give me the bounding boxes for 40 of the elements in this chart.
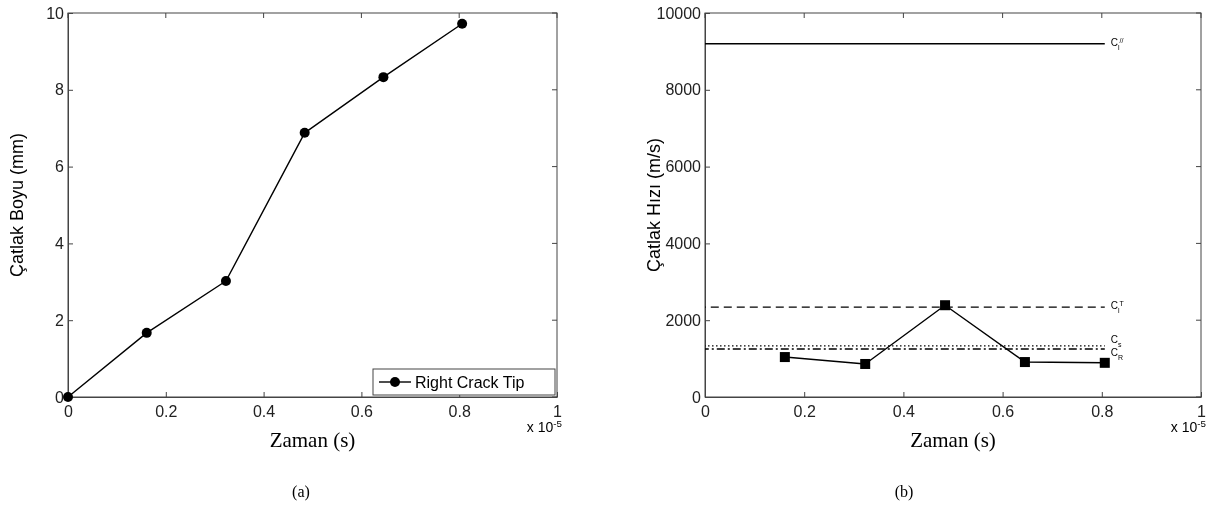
x-tick-label: 0.6 <box>350 403 374 421</box>
y-axis-title: Çatlak Hızı (m/s) <box>644 137 664 273</box>
x-tick-label: 0.2 <box>793 403 816 421</box>
point <box>378 72 389 83</box>
x-axis-title: Zaman (s) <box>910 428 996 452</box>
legend-label: Right Crack Tip <box>415 374 525 391</box>
point <box>63 392 73 402</box>
y-axis-title: Çatlak Boyu (mm) <box>7 132 27 278</box>
point <box>299 127 310 138</box>
point <box>779 352 790 363</box>
point <box>1019 357 1030 368</box>
point <box>220 276 231 287</box>
series-label: C$_{s}$ <box>1110 333 1123 348</box>
y-tick-label: 6 <box>55 158 65 176</box>
point <box>1099 357 1110 368</box>
y-tick-label: 4 <box>55 235 65 253</box>
x-axis-title: Zaman (s) <box>269 428 356 452</box>
y-tick-label: 10 <box>46 4 65 22</box>
x-tick-label: 0.4 <box>252 403 276 421</box>
text: (a) <box>292 483 310 501</box>
x-tick-label: 0.2 <box>155 403 178 421</box>
y-tick-label: 2 <box>55 311 65 329</box>
series-label: C$_{R}$ <box>1110 346 1124 361</box>
y-tick-label: 8 <box>55 81 65 99</box>
y-tick-label: 10000 <box>656 4 702 22</box>
y-tick-label: 6000 <box>665 158 702 176</box>
x-tick-label: 0.6 <box>991 403 1015 421</box>
x-tick-label: 0.4 <box>892 403 916 421</box>
point <box>940 300 951 311</box>
y-tick-label: 0 <box>55 388 65 406</box>
y-tick-label: 4000 <box>665 235 702 253</box>
x-tick-label: 0.8 <box>448 403 471 421</box>
y-tick-label: 8000 <box>665 81 702 99</box>
y-tick-label: 0 <box>692 388 702 406</box>
point <box>141 327 152 338</box>
y-tick-label: 2000 <box>665 311 702 329</box>
point <box>457 18 468 29</box>
point <box>860 358 871 369</box>
text: (b) <box>894 483 914 501</box>
x-tick-label: 0.8 <box>1091 403 1114 421</box>
